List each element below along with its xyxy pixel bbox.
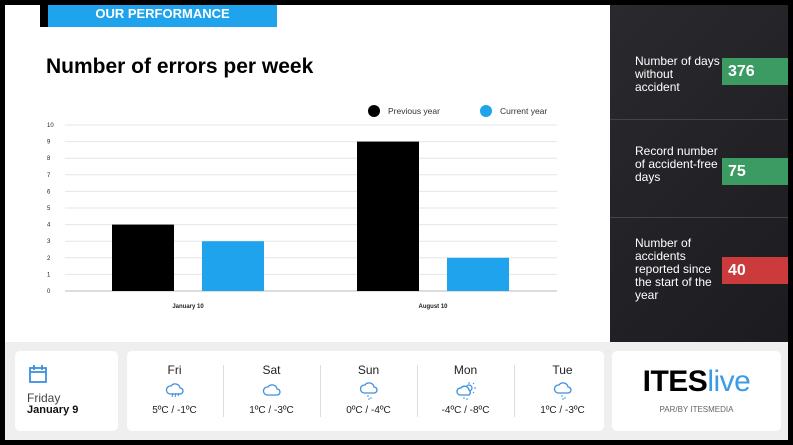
legend-label: Current year bbox=[500, 106, 547, 116]
logo-subtitle: PAR/BY ITESMEDIA bbox=[659, 405, 734, 414]
section-banner: OUR PERFORMANCE bbox=[48, 5, 277, 27]
chart-title: Number of errors per week bbox=[46, 55, 314, 78]
itesmedia-logo: ITESlive PAR/BY ITESMEDIA bbox=[612, 351, 781, 431]
rain-icon bbox=[165, 383, 184, 398]
y-tick-label: 8 bbox=[47, 156, 51, 162]
forecast-day: Mon -4ºC / -8ºC bbox=[418, 351, 513, 431]
snow-icon bbox=[359, 382, 378, 400]
stat-value: 376 bbox=[722, 58, 788, 85]
weather-forecast: Fri 5ºC / -1ºC Sat 1ºC / -3ºC Sun 0ºC / -4… bbox=[127, 351, 604, 431]
divider bbox=[320, 365, 321, 417]
sun-snow-icon bbox=[456, 382, 476, 400]
info-bar: Friday January 9 Fri 5ºC / -1ºC Sat 1ºC /… bbox=[5, 342, 788, 440]
temperature-range: 1ºC / -3ºC bbox=[249, 405, 294, 416]
stat-days-without-accident: Number of days without accident 376 bbox=[610, 5, 788, 120]
temperature-range: 0ºC / -4ºC bbox=[346, 405, 391, 416]
y-tick-label: 10 bbox=[47, 123, 54, 129]
date: January 9 bbox=[27, 404, 79, 416]
stat-value: 40 bbox=[722, 257, 788, 284]
weekday: Friday bbox=[27, 391, 61, 405]
divider bbox=[514, 365, 515, 417]
legend-marker bbox=[480, 105, 492, 117]
temperature-range: -4ºC / -8ºC bbox=[441, 405, 490, 416]
bar-current-year bbox=[202, 241, 264, 291]
forecast-day: Sun 0ºC / -4ºC bbox=[321, 351, 416, 431]
y-tick-label: 6 bbox=[47, 189, 51, 195]
y-tick-label: 5 bbox=[47, 206, 51, 212]
forecast-day: Sat 1ºC / -3ºC bbox=[224, 351, 319, 431]
y-tick-label: 0 bbox=[47, 289, 51, 295]
legend-label: Previous year bbox=[388, 106, 440, 116]
y-tick-label: 9 bbox=[47, 140, 51, 146]
logo-ites: ITES bbox=[642, 365, 708, 398]
performance-panel: 0 1 2 3 4 5 6 7 8 9 10 January 10 August 10 Previous … bbox=[5, 5, 610, 342]
bar-current-year bbox=[447, 257, 509, 291]
stat-value: 75 bbox=[722, 158, 788, 185]
calendar-icon bbox=[29, 365, 47, 383]
bar-previous-year bbox=[112, 224, 174, 291]
snow-icon bbox=[553, 382, 572, 400]
date-card: Friday January 9 bbox=[15, 351, 118, 431]
banner-accent bbox=[40, 5, 50, 27]
y-tick-label: 2 bbox=[47, 256, 51, 262]
day-name: Tue bbox=[552, 363, 573, 377]
stat-label: Number of accidents reported since the s… bbox=[635, 236, 712, 302]
day-name: Sat bbox=[262, 363, 281, 377]
temperature-range: 5ºC / -1ºC bbox=[152, 405, 197, 416]
x-tick-label: August 10 bbox=[418, 304, 448, 310]
stat-label: Number of days without accident bbox=[635, 54, 720, 94]
y-tick-label: 4 bbox=[47, 223, 51, 229]
legend-marker bbox=[368, 105, 380, 117]
divider bbox=[223, 365, 224, 417]
stat-accidents-reported: Number of accidents reported since the s… bbox=[610, 218, 788, 342]
day-name: Sun bbox=[357, 363, 380, 377]
safety-stats-panel: Number of days without accident 376 Reco… bbox=[610, 5, 788, 342]
y-tick-label: 7 bbox=[47, 173, 51, 179]
x-tick-label: January 10 bbox=[172, 304, 204, 310]
stat-label: Record number of accident-free days bbox=[635, 144, 718, 184]
day-name: Fri bbox=[167, 363, 182, 377]
errors-chart: 0 1 2 3 4 5 6 7 8 9 10 January 10 August 10 Previous … bbox=[47, 105, 557, 310]
divider bbox=[417, 365, 418, 417]
day-name: Mon bbox=[453, 363, 478, 377]
stat-record-days: Record number of accident-free days 75 bbox=[610, 120, 788, 218]
bar-previous-year bbox=[357, 141, 419, 291]
logo-live: live bbox=[707, 365, 751, 398]
y-tick-label: 3 bbox=[47, 239, 51, 245]
cloud-icon bbox=[262, 384, 281, 396]
forecast-day: Tue 1ºC / -3ºC bbox=[515, 351, 610, 431]
temperature-range: 1ºC / -3ºC bbox=[540, 405, 585, 416]
y-tick-label: 1 bbox=[47, 272, 51, 278]
forecast-day: Fri 5ºC / -1ºC bbox=[127, 351, 222, 431]
